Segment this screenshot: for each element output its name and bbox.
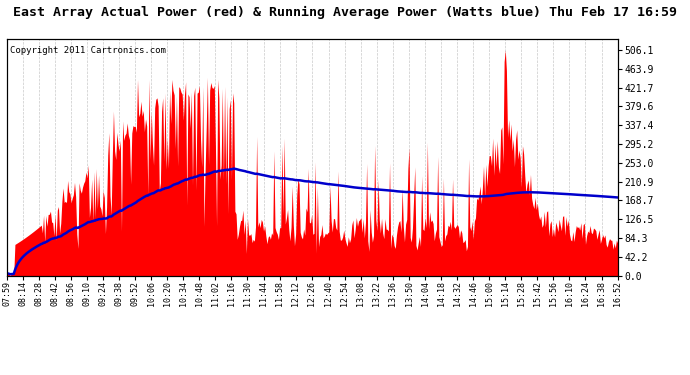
Text: East Array Actual Power (red) & Running Average Power (Watts blue) Thu Feb 17 16: East Array Actual Power (red) & Running … [13, 6, 677, 19]
Text: Copyright 2011 Cartronics.com: Copyright 2011 Cartronics.com [10, 46, 166, 56]
